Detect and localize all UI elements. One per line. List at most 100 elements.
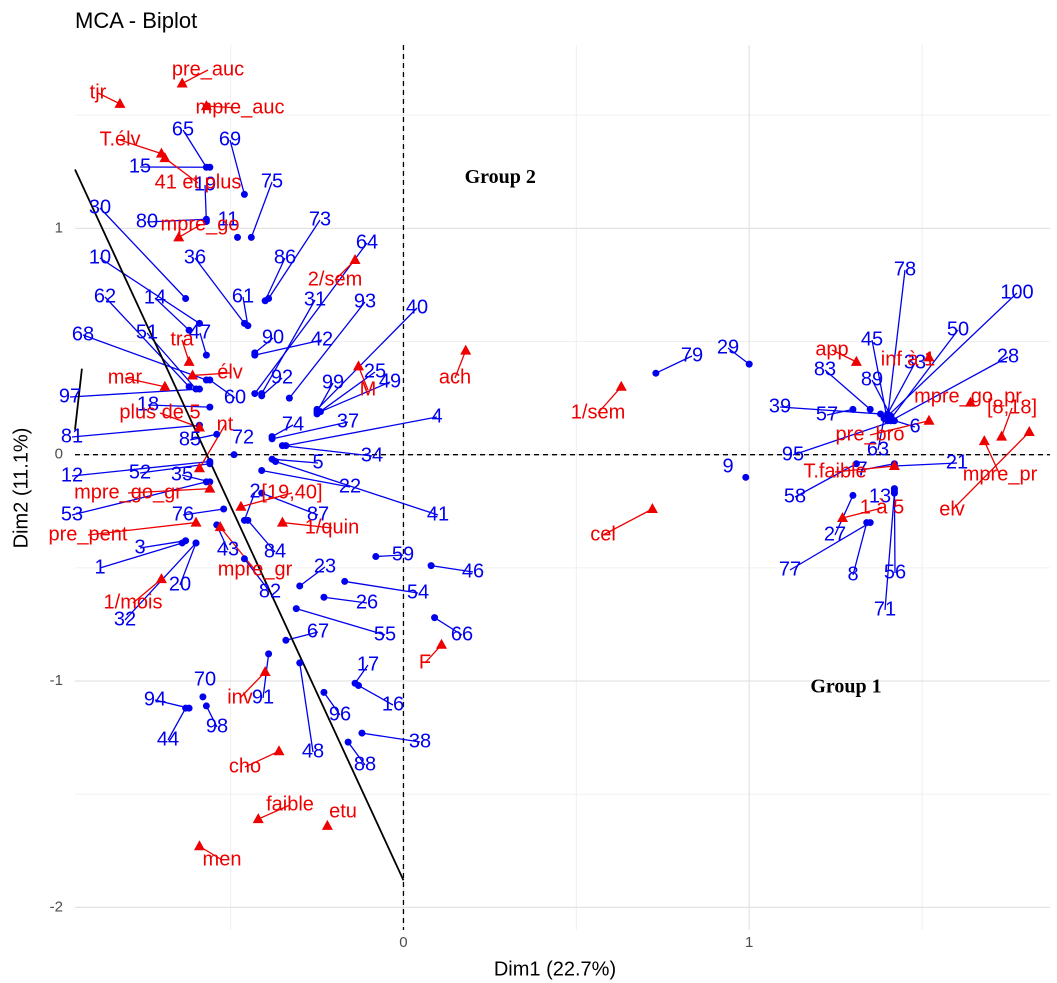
individual-label: 93 bbox=[354, 290, 376, 312]
individual-label: 35 bbox=[171, 463, 193, 485]
category-point bbox=[214, 521, 226, 532]
label-connector bbox=[244, 750, 280, 768]
individual-label: 39 bbox=[769, 395, 791, 417]
label-connector bbox=[871, 379, 892, 417]
individual-label: 62 bbox=[94, 285, 116, 307]
individual-point bbox=[320, 593, 328, 601]
label-connector bbox=[146, 218, 207, 223]
label-connector bbox=[884, 493, 896, 611]
individual-point bbox=[195, 385, 203, 393]
label-connector bbox=[842, 507, 883, 519]
category-point bbox=[204, 482, 216, 493]
individual-point bbox=[258, 392, 266, 400]
label-connector bbox=[268, 219, 321, 299]
label-connector bbox=[320, 381, 391, 413]
individual-label: 95 bbox=[782, 443, 804, 465]
individual-label: 20 bbox=[169, 573, 191, 595]
individual-label: 53 bbox=[61, 503, 83, 525]
label-connector bbox=[264, 257, 286, 302]
category-point bbox=[964, 396, 976, 407]
label-connector bbox=[347, 741, 366, 766]
label-connector bbox=[99, 542, 183, 569]
individual-point bbox=[178, 539, 186, 547]
individual-point bbox=[268, 435, 276, 443]
reference-line bbox=[74, 169, 405, 881]
individual-label: 42 bbox=[311, 328, 333, 350]
category-point bbox=[200, 100, 212, 111]
label-connector bbox=[831, 349, 857, 363]
y-tick-label: -1 bbox=[50, 672, 63, 689]
individual-label: 61 bbox=[232, 285, 254, 307]
individual-label: 98 bbox=[206, 715, 228, 737]
category-label: ach bbox=[439, 366, 471, 388]
individual-label: 79 bbox=[681, 344, 703, 366]
label-connector bbox=[71, 460, 210, 477]
group-annotation: Group 1 bbox=[810, 675, 881, 697]
category-label: men bbox=[203, 848, 242, 870]
category-label: inf à 1 bbox=[881, 348, 935, 370]
label-connector bbox=[792, 420, 895, 456]
label-connector bbox=[272, 458, 319, 464]
category-label: 1/quin bbox=[305, 516, 360, 538]
individual-label: 27 bbox=[824, 523, 846, 545]
label-connector bbox=[323, 691, 341, 716]
category-label: 1 à 5 bbox=[860, 496, 904, 518]
category-label: élv bbox=[217, 361, 243, 383]
individual-label: 82 bbox=[259, 580, 281, 602]
individual-label: 34 bbox=[361, 444, 383, 466]
individual-point bbox=[202, 702, 210, 710]
individual-point bbox=[199, 693, 207, 701]
label-connector bbox=[323, 596, 368, 604]
connectors bbox=[69, 69, 1030, 861]
label-connector bbox=[299, 662, 314, 753]
individual-label: 71 bbox=[874, 598, 896, 620]
label-connector bbox=[826, 408, 854, 416]
individual-label: 32 bbox=[114, 608, 136, 630]
individual-label: 33 bbox=[904, 351, 926, 373]
label-connector bbox=[119, 139, 162, 155]
category-label: elv bbox=[939, 498, 965, 520]
category-point bbox=[435, 638, 447, 649]
label-connector bbox=[951, 431, 1030, 511]
individual-label: 70 bbox=[194, 668, 216, 690]
individual-label: 30 bbox=[89, 196, 111, 218]
individual-point bbox=[240, 555, 248, 563]
label-connector bbox=[296, 607, 386, 636]
category-point bbox=[1023, 426, 1035, 437]
individual-label: 91 bbox=[252, 686, 274, 708]
individual-label: 72 bbox=[232, 426, 254, 448]
category-point bbox=[114, 97, 126, 108]
category-point bbox=[923, 351, 935, 362]
individual-point bbox=[244, 322, 252, 330]
label-connector bbox=[344, 580, 419, 594]
label-connector bbox=[206, 105, 241, 109]
individual-label: 45 bbox=[861, 328, 883, 350]
individual-label: 38 bbox=[409, 730, 431, 752]
individual-point bbox=[285, 394, 293, 402]
individual-label: 80 bbox=[136, 210, 158, 232]
label-connector bbox=[1000, 407, 1013, 437]
label-connector bbox=[209, 379, 236, 399]
individual-label: 58 bbox=[784, 485, 806, 507]
label-connector bbox=[886, 269, 906, 419]
individual-label: 65 bbox=[172, 118, 194, 140]
category-label: mpre_gr bbox=[218, 558, 293, 580]
category-point bbox=[176, 77, 188, 88]
individual-label: 90 bbox=[262, 326, 284, 348]
category-point bbox=[252, 813, 264, 824]
individual-point bbox=[849, 405, 857, 413]
category-label: M bbox=[360, 378, 377, 400]
individual-label: 92 bbox=[271, 366, 293, 388]
individual-point bbox=[247, 233, 255, 241]
category-point bbox=[460, 344, 472, 355]
label-connector bbox=[886, 362, 916, 415]
individual-label: 87 bbox=[307, 503, 329, 525]
individual-label: 3 bbox=[134, 536, 145, 558]
group-annotation: Group 2 bbox=[465, 166, 536, 188]
individual-point bbox=[282, 636, 290, 644]
label-connector bbox=[271, 424, 294, 438]
individual-label: 40 bbox=[406, 296, 428, 318]
label-connector bbox=[361, 732, 421, 743]
individual-label: 26 bbox=[356, 591, 378, 613]
individual-label: 69 bbox=[219, 128, 241, 150]
